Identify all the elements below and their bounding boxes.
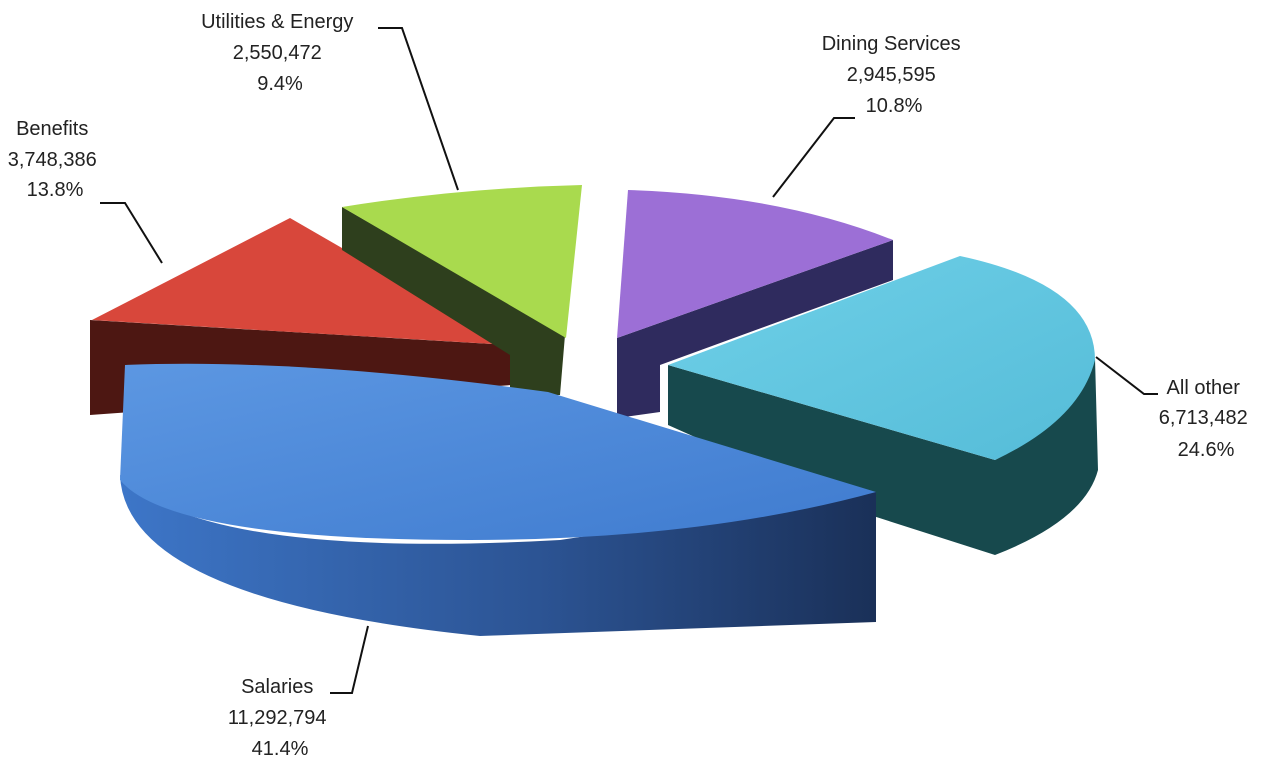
label-salaries: Salaries 11,292,794 41.4% (228, 676, 332, 760)
label-benefits: Benefits 3,748,386 13.8% (8, 118, 103, 201)
slice-utilities (342, 185, 582, 395)
slice-salaries-top (120, 363, 876, 540)
label-all-other: All other 6,713,482 24.6% (1159, 377, 1254, 461)
label-utilities-value: 2,550,472 (233, 42, 322, 64)
slice-salaries-side (120, 475, 876, 636)
label-dining-percent: 10.8% (866, 95, 923, 117)
label-salaries-percent: 41.4% (252, 738, 309, 760)
leader-all-other (1095, 356, 1158, 395)
slice-salaries (120, 363, 876, 636)
slice-all-other-top (668, 256, 1095, 460)
slice-all-other (668, 256, 1098, 555)
label-utilities-name: Utilities & Energy (201, 11, 353, 33)
slice-all-other-side (668, 358, 1098, 555)
slice-benefits-top (92, 218, 510, 345)
slice-dining-top (617, 190, 893, 338)
slice-utilities-top (342, 185, 582, 338)
label-benefits-value: 3,748,386 (8, 149, 97, 171)
label-benefits-percent: 13.8% (27, 179, 84, 201)
leader-salaries (330, 625, 369, 694)
label-dining-name: Dining Services (822, 33, 961, 55)
label-utilities-percent: 9.4% (257, 73, 303, 95)
label-dining-value: 2,945,595 (847, 64, 936, 86)
label-benefits-name: Benefits (16, 118, 88, 140)
slice-dining-side (617, 240, 893, 418)
leader-utilities (378, 27, 459, 191)
label-salaries-name: Salaries (241, 676, 313, 698)
label-salaries-value: 11,292,794 (228, 707, 327, 729)
label-utilities: Utilities & Energy 2,550,472 9.4% (201, 11, 359, 95)
label-all-other-value: 6,713,482 (1159, 407, 1248, 429)
slice-utilities-side (342, 207, 565, 395)
leader-dining (772, 117, 855, 198)
slice-dining (617, 190, 893, 418)
label-all-other-percent: 24.6% (1178, 439, 1235, 461)
leader-benefits (100, 202, 163, 264)
label-all-other-name: All other (1167, 377, 1241, 399)
label-dining: Dining Services 2,945,595 10.8% (822, 33, 967, 117)
